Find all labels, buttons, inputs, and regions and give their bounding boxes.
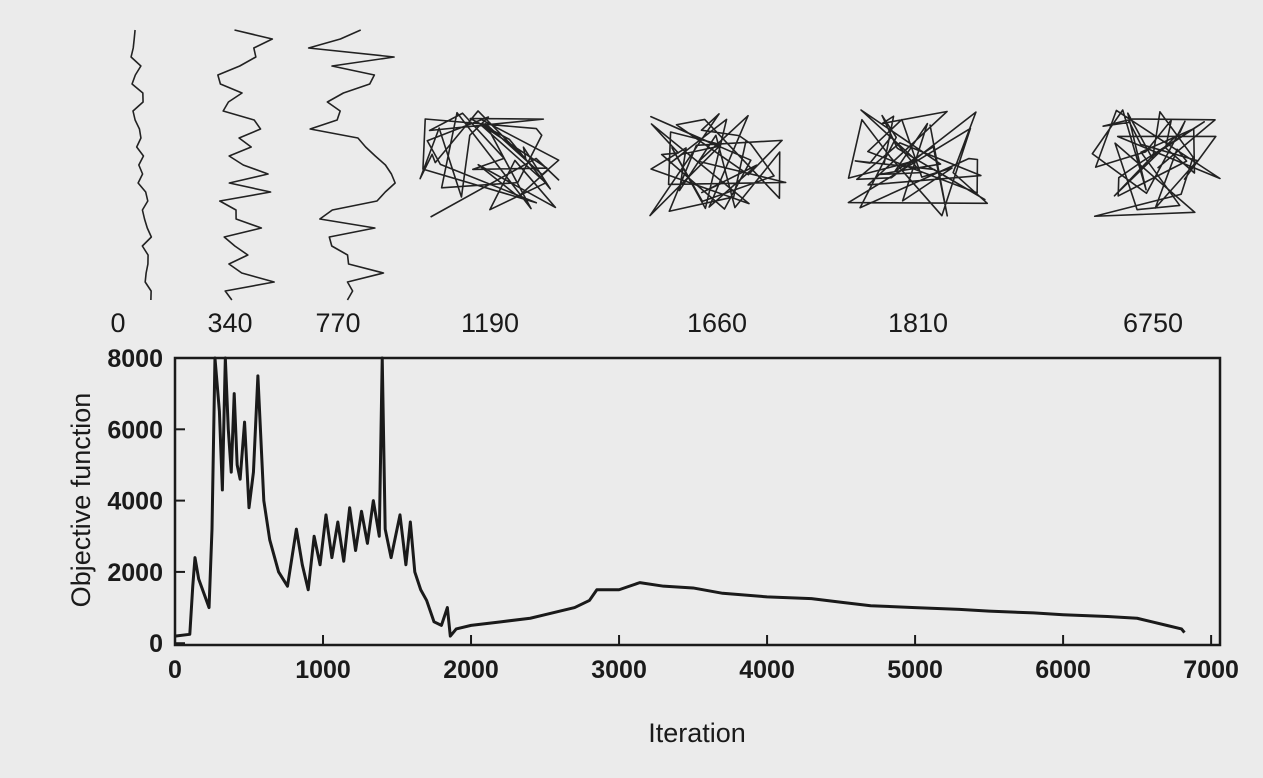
snapshot-label: 340 xyxy=(207,308,252,338)
x-tick-label: 6000 xyxy=(1035,656,1091,684)
y-tick-label: 6000 xyxy=(107,416,163,444)
x-tick-label: 5000 xyxy=(887,656,943,684)
x-axis-title: Iteration xyxy=(648,718,746,748)
x-tick-label: 4000 xyxy=(739,656,795,684)
snapshot-label: 1660 xyxy=(687,308,747,338)
snapshot-label: 1190 xyxy=(461,308,519,338)
snapshot-label: 6750 xyxy=(1123,308,1183,338)
x-tick-label: 2000 xyxy=(443,656,499,684)
x-tick-label: 3000 xyxy=(591,656,647,684)
y-axis-title: Objective function xyxy=(66,393,96,608)
x-tick-label: 0 xyxy=(168,656,182,684)
snapshot-label: 1810 xyxy=(888,308,948,338)
data-line xyxy=(174,356,1186,638)
snapshot-label: 0 xyxy=(110,308,125,338)
y-tick-label: 2000 xyxy=(107,559,163,587)
structure xyxy=(1091,109,1221,218)
y-tick-label: 0 xyxy=(149,630,163,658)
y-tick-label: 8000 xyxy=(107,345,163,373)
snapshot-label: 770 xyxy=(315,308,360,338)
y-tick-label: 4000 xyxy=(107,488,163,516)
structure xyxy=(307,29,396,301)
structure xyxy=(649,113,787,217)
plot-frame xyxy=(173,356,1222,647)
x-tick-label: 7000 xyxy=(1183,656,1239,684)
structure xyxy=(130,29,153,301)
structure xyxy=(419,110,560,218)
structure xyxy=(217,29,275,301)
structure xyxy=(847,109,989,217)
x-tick-label: 1000 xyxy=(295,656,351,684)
